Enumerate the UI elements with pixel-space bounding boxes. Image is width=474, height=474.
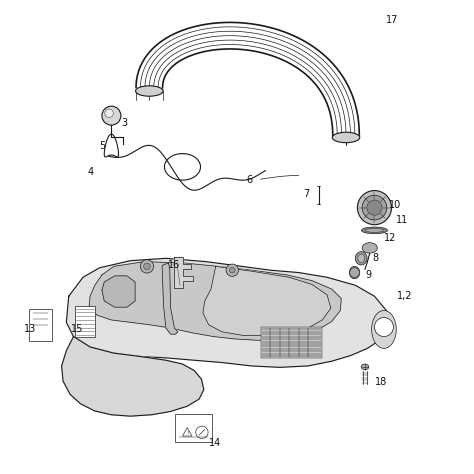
Polygon shape bbox=[174, 257, 193, 288]
Ellipse shape bbox=[372, 310, 396, 348]
Text: 8: 8 bbox=[372, 253, 378, 264]
Ellipse shape bbox=[361, 364, 369, 370]
Circle shape bbox=[229, 267, 235, 273]
Ellipse shape bbox=[365, 228, 384, 232]
Text: 5: 5 bbox=[100, 141, 106, 151]
Text: 9: 9 bbox=[365, 270, 371, 280]
Text: 18: 18 bbox=[374, 376, 387, 387]
Ellipse shape bbox=[332, 132, 360, 143]
Polygon shape bbox=[62, 337, 204, 416]
Circle shape bbox=[102, 106, 121, 125]
FancyBboxPatch shape bbox=[175, 414, 212, 442]
Text: 6: 6 bbox=[246, 175, 253, 185]
Circle shape bbox=[362, 195, 387, 220]
Polygon shape bbox=[102, 276, 135, 307]
Ellipse shape bbox=[349, 266, 360, 279]
Polygon shape bbox=[203, 266, 331, 336]
Text: 3: 3 bbox=[121, 118, 127, 128]
Circle shape bbox=[196, 426, 208, 438]
Text: 7: 7 bbox=[303, 189, 310, 200]
Text: !: ! bbox=[186, 431, 188, 436]
Bar bbox=[75, 306, 95, 337]
Bar bbox=[261, 327, 322, 358]
Text: 15: 15 bbox=[71, 324, 83, 335]
Ellipse shape bbox=[361, 227, 388, 234]
Text: 4: 4 bbox=[88, 166, 94, 177]
Circle shape bbox=[105, 109, 113, 118]
Text: 17: 17 bbox=[386, 15, 399, 25]
Text: 16: 16 bbox=[168, 260, 181, 271]
Text: 14: 14 bbox=[209, 438, 221, 448]
Circle shape bbox=[374, 318, 393, 337]
Ellipse shape bbox=[358, 254, 365, 263]
Polygon shape bbox=[182, 428, 192, 436]
Ellipse shape bbox=[136, 86, 163, 96]
Polygon shape bbox=[66, 258, 389, 367]
Bar bbox=[29, 309, 52, 341]
Ellipse shape bbox=[355, 252, 367, 265]
Circle shape bbox=[140, 260, 154, 273]
Text: 11: 11 bbox=[396, 215, 408, 226]
Ellipse shape bbox=[362, 243, 377, 253]
Text: 10: 10 bbox=[389, 200, 401, 210]
Circle shape bbox=[144, 263, 150, 270]
Circle shape bbox=[367, 200, 382, 215]
Polygon shape bbox=[162, 263, 178, 334]
Circle shape bbox=[357, 191, 392, 225]
Text: 1,2: 1,2 bbox=[397, 291, 413, 301]
Circle shape bbox=[350, 268, 359, 277]
Text: 12: 12 bbox=[384, 233, 396, 243]
Circle shape bbox=[226, 264, 238, 276]
Polygon shape bbox=[89, 262, 341, 340]
Text: 13: 13 bbox=[24, 324, 36, 335]
